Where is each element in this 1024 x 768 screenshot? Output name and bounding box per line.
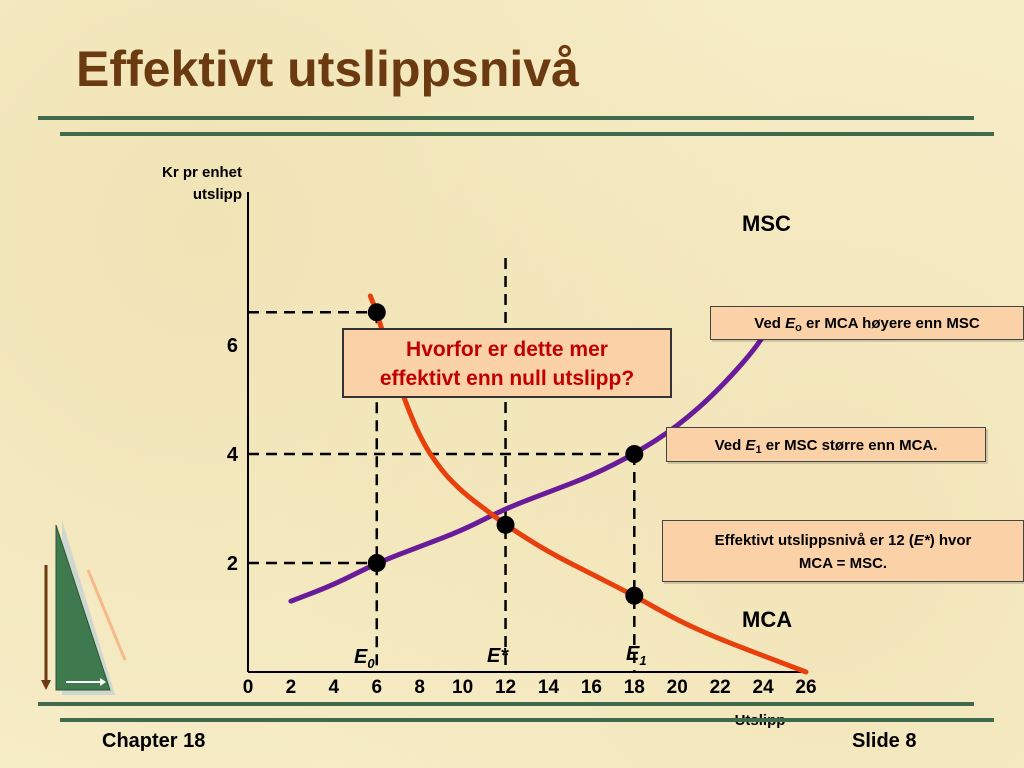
callout-e0-prefix: Ved <box>754 315 786 332</box>
data-point-3 <box>625 445 644 463</box>
chart-points <box>367 303 644 605</box>
callout-e1-suffix: er MSC større enn MCA. <box>761 437 938 454</box>
x-marker-label: E1 <box>626 643 647 668</box>
callout-e1: Ved E1 er MSC større enn MCA. <box>666 427 986 462</box>
x-marker-sub: 1 <box>639 653 646 668</box>
data-point-1 <box>367 554 386 572</box>
x-marker-label: E0 <box>354 646 375 671</box>
x-tick-label: 0 <box>243 677 254 698</box>
footer-slide-number: Slide 8 <box>852 730 917 752</box>
callout-e1-var: E <box>745 437 756 454</box>
series-line-msc <box>288 309 777 604</box>
x-tick-label: 20 <box>667 677 688 698</box>
callout-estar-suffix: ) hvor <box>929 532 972 549</box>
x-tick-label: 8 <box>414 677 425 698</box>
x-tick-label: 4 <box>329 677 340 698</box>
x-tick-label: 6 <box>371 677 382 698</box>
x-tick-label: 22 <box>710 677 731 698</box>
x-marker-label: E* <box>487 645 509 667</box>
x-marker-main: E <box>626 643 640 665</box>
x-marker-main: E* <box>487 645 509 667</box>
x-tick-label: 10 <box>452 677 473 698</box>
question-line-1: Hvorfor er dette mer <box>406 338 608 361</box>
question-box: Hvorfor er dette mer effektivt enn null … <box>342 328 672 398</box>
footer-rule-bottom <box>60 718 994 722</box>
x-tick-label: 24 <box>753 677 775 698</box>
footer-chapter: Chapter 18 <box>102 730 206 752</box>
footer-rule-top <box>38 702 974 706</box>
series-label-msc: MSC <box>742 211 791 236</box>
callout-e0-var: E <box>785 315 796 332</box>
x-tick-label: 18 <box>624 677 645 698</box>
x-marker-main: E <box>354 646 368 668</box>
callout-estar: Effektivt utslippsnivå er 12 (E*) hvor M… <box>662 520 1024 582</box>
callout-estar-var: E* <box>913 532 930 549</box>
title-rule-top <box>38 116 974 120</box>
triangle-logo-icon <box>41 520 127 695</box>
y-tick-label: 2 <box>227 553 238 575</box>
y-tick-label: 6 <box>227 335 238 357</box>
callout-e1-prefix: Ved <box>714 437 746 454</box>
x-tick-label: 2 <box>286 677 297 698</box>
data-point-2 <box>496 515 515 534</box>
title-rule-bottom <box>60 132 994 136</box>
callout-estar-line2: MCA = MSC. <box>798 555 888 572</box>
callout-e0-suffix: er MCA høyere enn MSC <box>801 315 980 332</box>
x-tick-label: 16 <box>581 677 602 698</box>
slide-title: Effektivt utslippsnivå <box>76 41 579 97</box>
y-axis-label-line2: utslipp <box>193 186 242 203</box>
chart-axes <box>247 192 806 673</box>
callout-estar-prefix: Effektivt utslippsnivå er 12 ( <box>714 532 914 549</box>
x-marker-sub: 0 <box>367 656 375 671</box>
data-point-0 <box>367 303 386 322</box>
x-tick-label: 14 <box>538 677 560 698</box>
data-point-4 <box>625 586 644 605</box>
x-tick-label: 26 <box>795 677 816 698</box>
question-line-2: effektivt enn null utslipp? <box>379 367 635 390</box>
callout-e0-sub: o <box>795 322 802 334</box>
y-tick-label: 4 <box>227 444 239 466</box>
callout-estar-line1: Effektivt utslippsnivå er 12 (E*) hvor <box>663 529 1023 552</box>
callout-e1-sub: 1 <box>755 444 762 456</box>
y-axis-label-line1: Kr pr enhet <box>162 164 242 181</box>
callout-e0: Ved Eo er MCA høyere enn MSC <box>710 306 1024 340</box>
series-label-mca: MCA <box>742 607 792 632</box>
x-tick-label: 12 <box>495 677 516 698</box>
